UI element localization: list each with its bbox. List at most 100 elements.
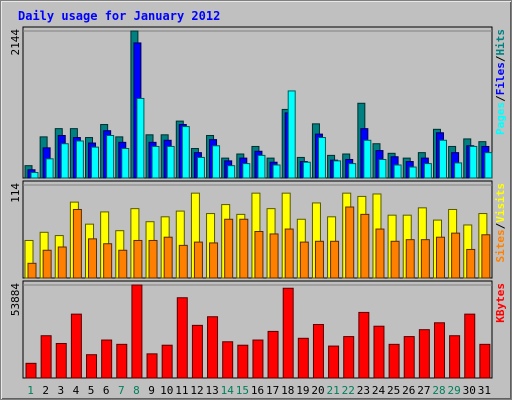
x-tick-label-19: 19 <box>296 384 309 397</box>
bar-sites-30 <box>466 248 476 279</box>
x-tick-label-12: 12 <box>190 384 203 397</box>
bar-kbytes-17 <box>267 330 279 379</box>
bar-kbytes-19 <box>297 337 309 379</box>
x-tick-label-1: 1 <box>27 384 34 397</box>
bar-kbytes-29 <box>449 335 461 379</box>
x-tick-label-27: 27 <box>417 384 430 397</box>
bar-sites-15 <box>239 218 249 279</box>
bar-pages-31 <box>484 152 493 179</box>
x-tick-label-22: 22 <box>342 384 355 397</box>
bar-sites-19 <box>299 241 309 279</box>
bar-kbytes-8 <box>131 284 143 379</box>
bar-sites-10 <box>163 236 173 279</box>
bar-sites-11 <box>178 244 188 279</box>
x-tick-label-16: 16 <box>251 384 264 397</box>
bar-pages-30 <box>469 145 478 179</box>
bar-pages-17 <box>272 164 281 179</box>
bar-pages-8 <box>136 97 145 179</box>
bar-kbytes-18 <box>282 287 294 379</box>
bar-kbytes-5 <box>86 354 98 379</box>
x-tick-label-3: 3 <box>58 384 65 397</box>
x-tick-label-20: 20 <box>311 384 324 397</box>
bar-pages-27 <box>423 163 432 179</box>
x-tick-label-29: 29 <box>448 384 461 397</box>
bar-sites-22 <box>345 206 355 279</box>
chart-title: Daily usage for January 2012 <box>18 9 220 23</box>
bar-pages-4 <box>75 140 84 179</box>
bar-sites-28 <box>435 236 445 279</box>
x-tick-label-5: 5 <box>88 384 95 397</box>
bar-sites-23 <box>360 213 370 279</box>
x-tick-label-13: 13 <box>205 384 218 397</box>
bar-pages-15 <box>242 163 251 179</box>
bar-kbytes-31 <box>479 343 491 379</box>
bar-kbytes-27 <box>418 329 430 379</box>
bar-kbytes-20 <box>312 323 324 379</box>
bar-sites-13 <box>209 242 219 279</box>
bar-pages-13 <box>212 145 221 179</box>
bar-sites-14 <box>224 218 234 279</box>
x-tick-label-14: 14 <box>221 384 235 397</box>
bar-pages-19 <box>302 161 311 179</box>
bar-kbytes-14 <box>222 341 234 379</box>
bar-pages-25 <box>393 164 402 179</box>
bar-kbytes-26 <box>403 336 415 379</box>
bar-sites-18 <box>284 228 294 279</box>
bar-kbytes-3 <box>55 342 67 379</box>
bar-kbytes-11 <box>176 297 188 379</box>
x-tick-label-18: 18 <box>281 384 294 397</box>
bar-pages-20 <box>317 137 326 179</box>
bar-sites-8 <box>133 239 143 279</box>
bar-kbytes-10 <box>161 344 173 379</box>
bar-pages-14 <box>227 165 236 179</box>
x-tick-label-23: 23 <box>357 384 370 397</box>
x-tick-label-28: 28 <box>432 384 445 397</box>
series-label-kbytes: KBytes <box>494 283 507 323</box>
bar-sites-7 <box>118 249 128 279</box>
bar-pages-22 <box>348 163 357 179</box>
series-label-part: / <box>494 95 507 102</box>
bar-kbytes-16 <box>252 339 264 379</box>
bar-kbytes-1 <box>25 362 37 379</box>
bar-sites-1 <box>27 262 37 279</box>
bar-pages-16 <box>257 154 266 179</box>
bar-pages-7 <box>121 148 130 179</box>
bar-kbytes-7 <box>116 343 128 379</box>
x-tick-label-25: 25 <box>387 384 400 397</box>
x-tick-label-26: 26 <box>402 384 415 397</box>
bar-sites-6 <box>103 243 113 279</box>
x-tick-label-4: 4 <box>73 384 80 397</box>
bar-sites-12 <box>193 241 203 279</box>
bar-pages-28 <box>438 139 447 179</box>
bar-pages-11 <box>181 126 190 179</box>
series-label-hits-files-pages: Pages/Files/Hits <box>494 29 507 135</box>
x-tick-label-21: 21 <box>327 384 340 397</box>
series-label-part: KBytes <box>494 283 507 323</box>
bar-sites-27 <box>420 239 430 279</box>
bar-sites-21 <box>330 240 340 279</box>
bar-kbytes-2 <box>40 335 52 379</box>
bar-kbytes-4 <box>70 313 82 379</box>
bar-pages-10 <box>166 145 175 179</box>
bar-kbytes-30 <box>464 313 476 379</box>
bar-pages-1 <box>30 172 39 179</box>
bar-pages-12 <box>196 156 205 179</box>
series-label-part: Files <box>494 62 507 95</box>
bar-pages-21 <box>333 160 342 179</box>
x-tick-label-11: 11 <box>175 384 188 397</box>
x-tick-label-24: 24 <box>372 384 386 397</box>
bar-kbytes-22 <box>343 336 355 379</box>
series-label-part: Visits <box>494 183 507 223</box>
series-label-part: Sites <box>494 229 507 262</box>
x-tick-label-9: 9 <box>148 384 155 397</box>
bar-sites-17 <box>269 233 279 279</box>
bar-pages-24 <box>378 158 387 179</box>
bar-kbytes-6 <box>101 339 113 379</box>
bar-sites-20 <box>314 240 324 279</box>
x-tick-label-6: 6 <box>103 384 110 397</box>
bar-kbytes-12 <box>191 324 203 379</box>
bar-sites-16 <box>254 231 264 279</box>
bar-kbytes-24 <box>373 325 385 379</box>
bar-pages-26 <box>408 166 417 179</box>
bar-kbytes-21 <box>328 345 340 379</box>
